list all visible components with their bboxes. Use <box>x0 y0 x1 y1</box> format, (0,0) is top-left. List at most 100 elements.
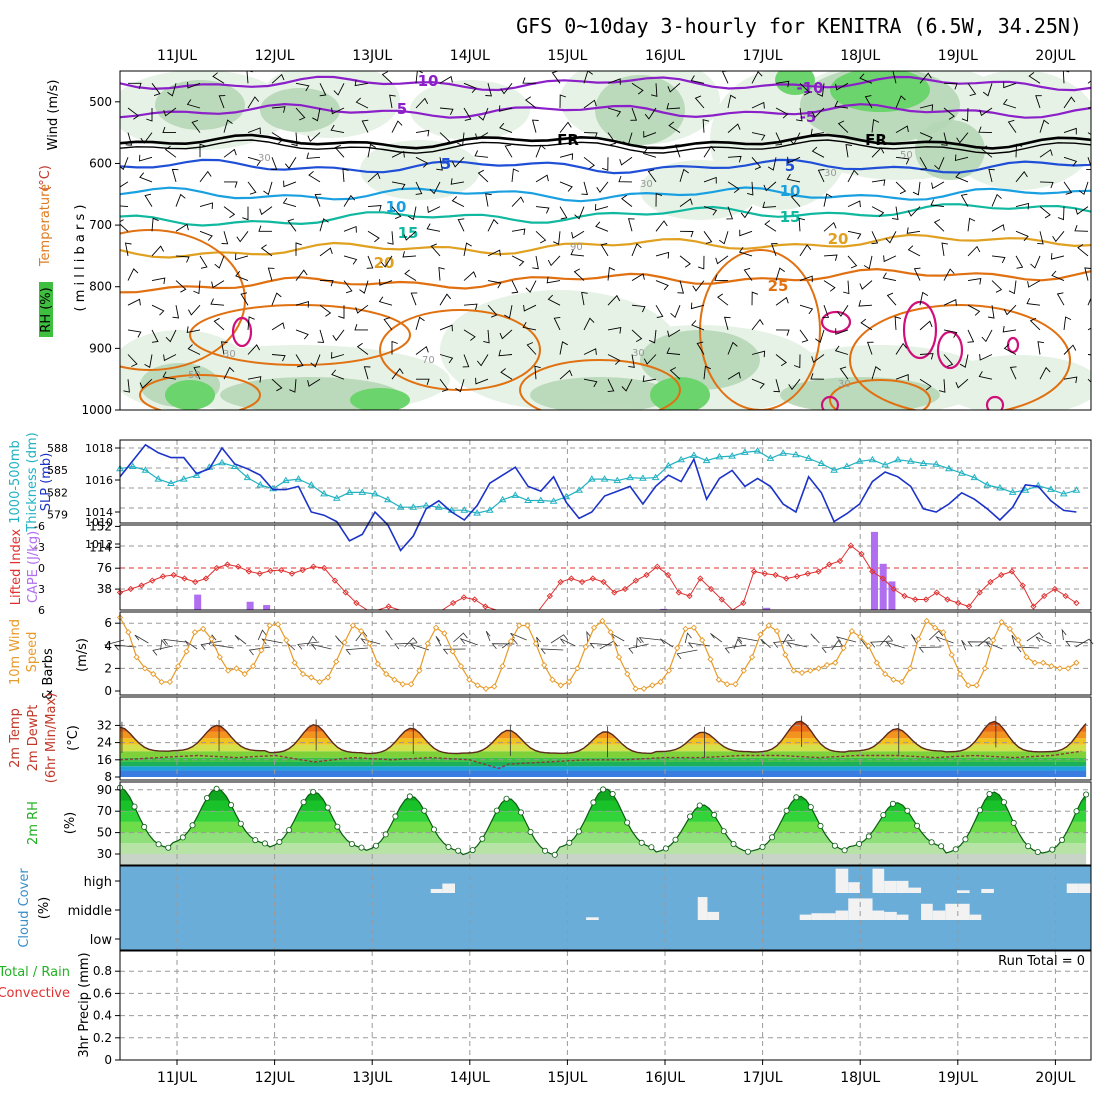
wind-barb <box>775 296 789 306</box>
thickness-point <box>460 506 469 513</box>
lifted-index-point <box>353 599 360 607</box>
rh-point <box>600 786 607 793</box>
lifted-index-point <box>761 570 768 577</box>
temp2m-frame <box>119 696 1092 781</box>
surface-wind-barb <box>394 642 417 650</box>
thickness-point <box>855 457 864 464</box>
wind-barb <box>379 279 393 286</box>
lifted-index-point <box>116 589 124 596</box>
wind-barb <box>895 125 909 133</box>
rh-point <box>696 802 703 809</box>
wind-speed-point <box>574 665 581 672</box>
wind-barb <box>767 157 777 171</box>
rh-point <box>493 807 500 814</box>
wind-speed-point <box>873 659 880 666</box>
thickness-point <box>128 462 137 469</box>
wind-barb <box>631 82 644 95</box>
wind-speed-point <box>549 676 556 683</box>
wind-barb <box>943 107 955 120</box>
wind-barb <box>1003 343 1017 355</box>
thickness-point <box>843 462 851 469</box>
wind-barb <box>287 218 297 232</box>
wind-barb <box>165 329 177 343</box>
wind-barb <box>343 225 357 233</box>
temp-band <box>120 738 1087 745</box>
date-label-bottom: 19JUL <box>938 1070 978 1086</box>
wind-barb <box>211 280 225 289</box>
wind-barb <box>258 225 272 232</box>
wind-barb <box>342 168 349 182</box>
cloud-cell <box>1066 883 1079 893</box>
rh-point <box>575 828 582 835</box>
wind-barb <box>436 157 443 171</box>
wind-barb <box>717 293 729 306</box>
wind-barb <box>674 144 682 158</box>
wind-barb <box>631 329 643 342</box>
wind-barb <box>815 329 825 344</box>
wind-barb <box>499 122 513 134</box>
wind-barb <box>817 169 825 183</box>
wind-barb <box>1063 156 1078 167</box>
wind-barb <box>128 82 142 90</box>
li-tick-label: 6 <box>38 604 45 617</box>
lifted-index-point <box>288 570 296 577</box>
wind-barb <box>931 181 945 190</box>
wind-barb <box>151 217 159 232</box>
wind-barb <box>367 204 382 212</box>
lifted-index-point <box>1008 568 1016 575</box>
wind-barb <box>956 132 969 144</box>
wind-barb <box>271 378 283 392</box>
wind-barb <box>1039 181 1054 189</box>
wind-speed-point <box>383 670 390 678</box>
wind-barb <box>478 107 489 121</box>
y-tick-label: 38 <box>97 582 112 596</box>
wind-barb <box>1086 157 1091 171</box>
rh-shading <box>165 380 215 410</box>
wind-barb <box>955 172 969 183</box>
date-label-top: 18JUL <box>840 48 880 64</box>
wind-barb <box>822 305 830 319</box>
lifted-index-point <box>213 564 220 572</box>
wind-barb <box>314 193 322 207</box>
wind-speed-point <box>249 663 257 670</box>
date-label-bottom: 16JUL <box>645 1070 685 1086</box>
chart-title: GFS 0~10day 3-hourly for KENITRA (6.5W, … <box>516 14 1082 38</box>
wind-speed-point <box>582 643 589 651</box>
thickness-point <box>575 486 583 493</box>
date-label-bottom: 20JUL <box>1035 1070 1075 1086</box>
wind-barb <box>943 354 954 368</box>
wind-barb <box>595 221 609 232</box>
wind-barb <box>1026 298 1041 306</box>
wind-barb <box>551 71 561 84</box>
lifted-index-point <box>965 603 973 610</box>
lifted-index-point <box>998 571 1005 579</box>
surface-wind-barb <box>870 640 893 648</box>
wind-speed-point <box>482 685 490 692</box>
wind-barb <box>670 305 681 319</box>
wind-barb <box>621 194 633 207</box>
wind-speed-point <box>466 676 473 683</box>
date-label-top: 15JUL <box>547 48 587 64</box>
wind-barb <box>525 96 537 109</box>
cloud-cell <box>586 917 599 920</box>
wind-speed-point <box>649 682 656 689</box>
wind-barb <box>669 367 681 380</box>
wind-barb <box>607 327 622 334</box>
lifted-index-point <box>643 571 650 579</box>
surface-wind-barb <box>1016 646 1040 653</box>
wind-speed-point <box>640 685 648 692</box>
wind-barb <box>526 342 537 355</box>
wind-barb <box>836 304 849 317</box>
wind-speed-point <box>491 683 498 690</box>
wind-barb <box>391 120 403 133</box>
wind-barb <box>631 243 642 257</box>
cross-section-labels: Wind (m/s) (°C) Temperature ( m i l l i … <box>38 80 88 337</box>
rh-band <box>120 843 1087 854</box>
wind-barb <box>859 280 873 290</box>
cape-bar <box>888 581 896 610</box>
wind-barb <box>186 99 201 109</box>
top-date-axis: 11JUL 12JUL 13JUL 14JUL 15JUL 16JUL 17JUL 18JUL… <box>157 48 1076 64</box>
wind-barb <box>1035 95 1042 109</box>
wind-barb <box>330 124 345 134</box>
rh-point <box>687 813 694 820</box>
